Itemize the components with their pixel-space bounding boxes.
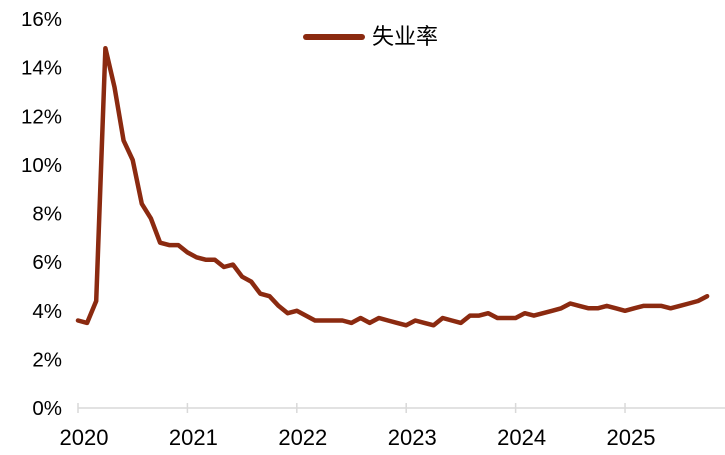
x-axis-tick-label: 2021 [169,425,218,450]
y-axis-tick-label: 4% [32,300,62,323]
x-axis-tick-label: 2022 [278,425,327,450]
x-axis-tick-label: 2025 [607,425,656,450]
x-axis-tick-label: 2023 [388,425,437,450]
series-layer [75,45,710,328]
legend: 失业率 [303,24,438,50]
y-axis-tick-label: 6% [32,251,62,274]
unemployment-line-series [75,45,710,328]
legend-label: 失业率 [372,24,439,49]
y-axis-tick-labels: 0% 2% 4% 6% 8% 10% 12% 14% 16% [21,8,62,420]
legend-line-swatch [303,34,365,40]
y-axis-tick-label: 14% [21,57,62,80]
y-axis-tick-label: 8% [32,203,62,226]
y-axis-tick-label: 12% [21,105,62,128]
x-axis [77,403,725,413]
y-axis-tick-label: 16% [21,8,62,31]
y-axis-tick-label: 10% [21,154,62,177]
x-axis-tick-label: 2024 [497,425,546,450]
y-axis-tick-label: 2% [32,348,62,371]
x-axis-tick-label: 2020 [60,425,109,450]
y-axis-tick-label: 0% [32,397,62,420]
x-axis-tick-labels: 2020 2021 2022 2023 2024 2025 [60,425,656,450]
